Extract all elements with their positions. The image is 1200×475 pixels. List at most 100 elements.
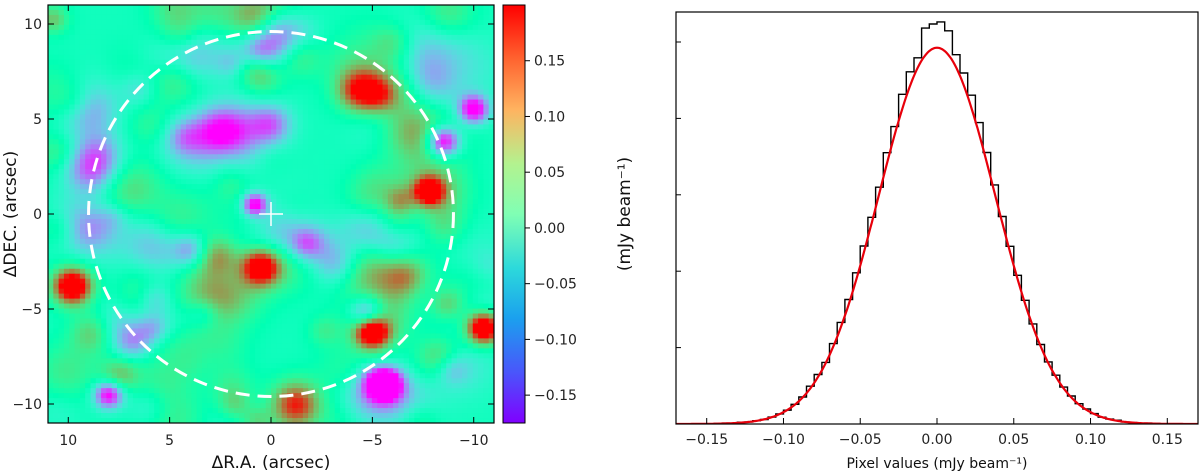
map-pixel bbox=[159, 114, 166, 121]
map-pixel bbox=[132, 69, 139, 76]
map-pixel bbox=[201, 74, 208, 81]
map-pixel bbox=[186, 258, 192, 265]
map-pixel bbox=[154, 9, 161, 16]
map-pixel bbox=[186, 194, 192, 200]
map-pixel bbox=[143, 214, 150, 220]
map-pixel bbox=[111, 84, 118, 91]
map-pixel bbox=[329, 129, 336, 135]
map-pixel bbox=[106, 49, 113, 56]
map-pixel bbox=[95, 64, 102, 71]
map-pixel bbox=[393, 34, 400, 41]
map-pixel bbox=[164, 278, 171, 285]
map-pixel bbox=[244, 204, 251, 210]
map-pixel bbox=[85, 34, 92, 41]
map-pixel bbox=[286, 233, 293, 240]
map-pixel bbox=[387, 169, 394, 175]
map-pixel bbox=[244, 54, 251, 61]
map-pixel bbox=[462, 288, 469, 295]
map-pixel bbox=[138, 139, 145, 145]
map-pixel bbox=[324, 248, 331, 255]
map-pixel bbox=[355, 218, 362, 225]
map-pixel bbox=[63, 79, 70, 86]
map-pixel bbox=[69, 134, 76, 140]
map-pixel bbox=[159, 228, 166, 235]
map-pixel bbox=[377, 288, 384, 295]
map-pixel bbox=[53, 139, 60, 145]
map-pixel bbox=[255, 283, 261, 290]
map-pixel bbox=[414, 24, 421, 31]
map-pixel bbox=[180, 64, 187, 71]
map-pixel bbox=[127, 179, 134, 185]
map-pixel bbox=[265, 243, 272, 250]
map-pixel bbox=[90, 223, 97, 230]
map-pixel bbox=[48, 5, 54, 11]
map-pixel bbox=[435, 248, 442, 255]
map-pixel bbox=[239, 179, 246, 185]
map-pixel bbox=[456, 238, 463, 245]
map-pixel bbox=[101, 59, 108, 66]
map-pixel bbox=[170, 164, 177, 170]
map-pixel bbox=[340, 293, 346, 300]
map-pixel bbox=[260, 169, 267, 175]
map-pixel bbox=[297, 64, 304, 71]
map-pixel bbox=[201, 104, 208, 111]
map-pixel bbox=[154, 89, 161, 96]
map-pixel bbox=[217, 34, 224, 41]
map-pixel bbox=[430, 169, 437, 175]
map-pixel bbox=[286, 214, 293, 220]
map-pixel bbox=[393, 119, 400, 126]
map-pixel bbox=[265, 54, 272, 61]
map-pixel bbox=[451, 129, 458, 135]
map-pixel bbox=[164, 44, 171, 51]
map-pixel bbox=[170, 49, 177, 56]
map-pixel bbox=[472, 273, 479, 280]
map-pixel bbox=[265, 119, 272, 126]
map-pixel bbox=[74, 154, 81, 160]
map-pixel bbox=[340, 49, 346, 56]
map-pixel bbox=[249, 184, 256, 190]
map-pixel bbox=[488, 174, 494, 180]
map-pixel bbox=[201, 89, 208, 96]
map-pixel bbox=[350, 9, 357, 16]
map-pixel bbox=[148, 79, 155, 86]
map-pixel bbox=[440, 273, 447, 280]
map-pixel bbox=[366, 44, 373, 51]
map-pixel bbox=[239, 29, 246, 36]
map-pixel bbox=[255, 94, 261, 101]
map-pixel bbox=[409, 24, 415, 31]
map-pixel bbox=[79, 233, 86, 240]
map-pixel bbox=[456, 14, 463, 21]
map-pixel bbox=[244, 223, 251, 230]
map-pixel bbox=[292, 174, 299, 180]
map-pixel bbox=[101, 228, 108, 235]
map-pixel bbox=[440, 94, 447, 101]
map-pixel bbox=[170, 209, 177, 215]
map-pixel bbox=[143, 139, 150, 145]
map-pixel bbox=[180, 104, 187, 111]
map-pixel bbox=[170, 139, 177, 145]
map-pixel bbox=[377, 268, 384, 275]
map-pixel bbox=[355, 159, 362, 165]
map-pixel bbox=[239, 64, 246, 71]
map-pixel bbox=[345, 144, 352, 150]
map-pixel bbox=[297, 19, 304, 26]
map-pixel bbox=[196, 228, 203, 235]
map-pixel bbox=[340, 34, 346, 41]
map-pixel bbox=[361, 69, 368, 76]
map-pixel bbox=[90, 74, 97, 81]
map-pixel bbox=[387, 79, 394, 86]
map-pixel bbox=[186, 293, 192, 300]
map-pixel bbox=[201, 14, 208, 21]
map-pixel bbox=[228, 99, 235, 106]
map-pixel bbox=[265, 129, 272, 135]
map-pixel bbox=[334, 59, 341, 66]
map-pixel bbox=[377, 243, 384, 250]
map-pixel bbox=[122, 124, 129, 131]
map-pixel bbox=[292, 238, 299, 245]
map-pixel bbox=[95, 124, 102, 131]
map-pixel bbox=[377, 84, 384, 91]
map-pixel bbox=[430, 253, 437, 260]
map-pixel bbox=[48, 29, 54, 36]
map-pixel bbox=[244, 39, 251, 46]
map-pixel bbox=[122, 104, 129, 111]
